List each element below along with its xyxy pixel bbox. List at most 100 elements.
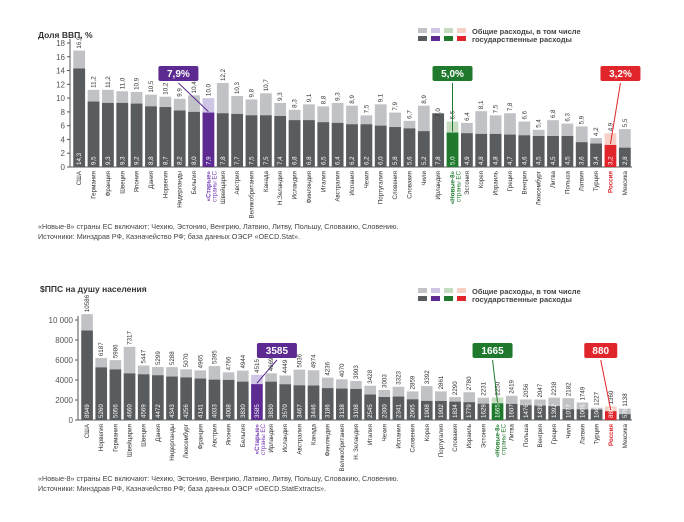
legend-swatch-gov: [431, 296, 440, 301]
category-label: «Новые-8»: [495, 423, 502, 457]
y-tick-label: 2000: [55, 396, 73, 405]
legend-swatch-total: [444, 288, 453, 293]
category-label: Финляндия: [325, 424, 332, 456]
bar-gov: [360, 124, 373, 167]
bar-gov: [604, 144, 617, 167]
chart-title: $ППС на душу населения: [40, 284, 147, 294]
data-label-gov: 4,6: [521, 156, 528, 165]
data-label-gov: 3830: [240, 404, 247, 418]
legend-swatch-gov: [418, 296, 427, 301]
data-label-gov: 9,2: [134, 156, 141, 165]
callout-label: 3585: [266, 346, 289, 357]
bar-gov: [547, 136, 559, 167]
bar-gov: [317, 122, 330, 167]
data-label-total: 2861: [438, 375, 445, 389]
data-label-gov: 8,2: [177, 156, 184, 165]
category-label: Словакия: [406, 171, 413, 199]
category-label: Чехия: [363, 171, 370, 188]
data-label-gov: 7,8: [435, 156, 442, 165]
data-label-total: 9,1: [306, 93, 313, 102]
data-label-gov: 4256: [183, 404, 190, 418]
data-label-total: 11,2: [105, 76, 112, 88]
data-label-total: 8,9: [421, 95, 428, 104]
note-line: «Новые-8» страны ЕС включают: Чехию, Эст…: [38, 222, 399, 231]
y-tick-label: 14: [56, 67, 65, 76]
data-label-gov: 1077: [565, 404, 572, 418]
data-label-gov: 4141: [197, 404, 204, 418]
data-label-gov: 6,8: [306, 156, 313, 165]
bar-gov: [575, 142, 588, 167]
legend-swatch-total: [431, 288, 440, 293]
data-label-gov: 3570: [282, 404, 289, 418]
source-line: Источники: Минздрав РФ, Казначейство РФ;…: [38, 484, 327, 493]
callout-label: 7,9%: [167, 69, 190, 80]
bar-gov: [417, 131, 430, 167]
category-label: Венгрия: [537, 424, 544, 448]
data-label-total: 9,3: [335, 92, 342, 101]
callout-pointer: [609, 82, 621, 145]
bar-gov: [216, 113, 229, 167]
data-label-total: 3003: [381, 374, 388, 388]
bar-gov: [166, 376, 178, 420]
category-label: Испания: [395, 424, 402, 449]
data-label-gov: 4,5: [550, 156, 557, 165]
data-label-total: 4,2: [593, 127, 600, 136]
legend-swatch-gov: [444, 36, 453, 41]
category-label: Корея: [478, 171, 485, 188]
data-label-total: 5986: [112, 344, 119, 358]
bar-gov: [389, 127, 401, 167]
data-label-gov: 1834: [452, 404, 459, 418]
data-label-gov: 3,2: [607, 156, 614, 165]
callout-pointer: [492, 359, 499, 403]
category-label: Австралия: [335, 171, 342, 202]
bar-gov: [188, 111, 200, 167]
data-label-gov: 6,0: [378, 156, 385, 165]
note-line: «Новые-8» страны ЕС включают: Чехию, Эст…: [38, 474, 399, 483]
legend-swatch-total: [444, 28, 453, 33]
category-label: Канада: [263, 170, 270, 192]
legend-swatch-gov: [444, 296, 453, 301]
data-label-total: 5288: [169, 351, 176, 365]
bar-gov: [532, 136, 545, 167]
data-label-gov: 7,5: [248, 156, 255, 165]
category-label: Литва: [509, 423, 516, 441]
bar-gov: [504, 134, 516, 167]
data-label-gov: 1902: [438, 404, 445, 418]
category-label: Германия: [112, 424, 119, 452]
category-label: Венгрия: [521, 171, 528, 195]
bar-gov: [604, 411, 617, 420]
data-label-total: 4070: [339, 363, 346, 377]
data-label-gov: 4660: [127, 404, 134, 418]
data-label-gov: 2545: [367, 404, 374, 418]
data-label-gov: 6,5: [320, 156, 327, 165]
category-label: Норвегия: [162, 171, 169, 198]
data-label-total: 5,5: [622, 118, 629, 127]
chart-title: Доля ВВП, %: [38, 30, 93, 40]
y-tick-label: 18: [56, 39, 65, 48]
data-label-total: 7,9: [392, 101, 399, 110]
data-label-total: 11,0: [119, 77, 126, 89]
data-label-total: 2238: [551, 381, 558, 395]
data-label-gov: 9,3: [105, 156, 112, 165]
callout-label: 5,0%: [441, 69, 464, 80]
bar-gov: [222, 379, 235, 420]
data-label-gov: 2300: [381, 404, 388, 418]
callout-label: 3,2%: [609, 69, 632, 80]
bar-gov: [520, 405, 532, 420]
category-label: Польша: [564, 170, 571, 194]
bar-gov: [346, 124, 358, 167]
bar-gov: [288, 120, 301, 167]
callout-pointer: [600, 359, 612, 411]
y-tick-label: 10: [56, 94, 65, 103]
data-label-gov: 3467: [296, 404, 303, 418]
data-label-gov: 8,7: [162, 156, 169, 165]
data-label-total: 4236: [325, 361, 332, 375]
chart-ppp-note: «Новые-8» страны ЕС включают: Чехию, Эст…: [38, 474, 399, 494]
data-label-total: 7,0: [435, 108, 442, 117]
bar-gov: [231, 113, 244, 167]
data-label-total: 10586: [84, 294, 91, 312]
data-label-gov: 8,0: [191, 156, 198, 165]
legend-swatch-total: [457, 28, 466, 33]
y-tick-label: 16: [56, 53, 65, 62]
data-label-gov: 3,6: [579, 156, 586, 165]
